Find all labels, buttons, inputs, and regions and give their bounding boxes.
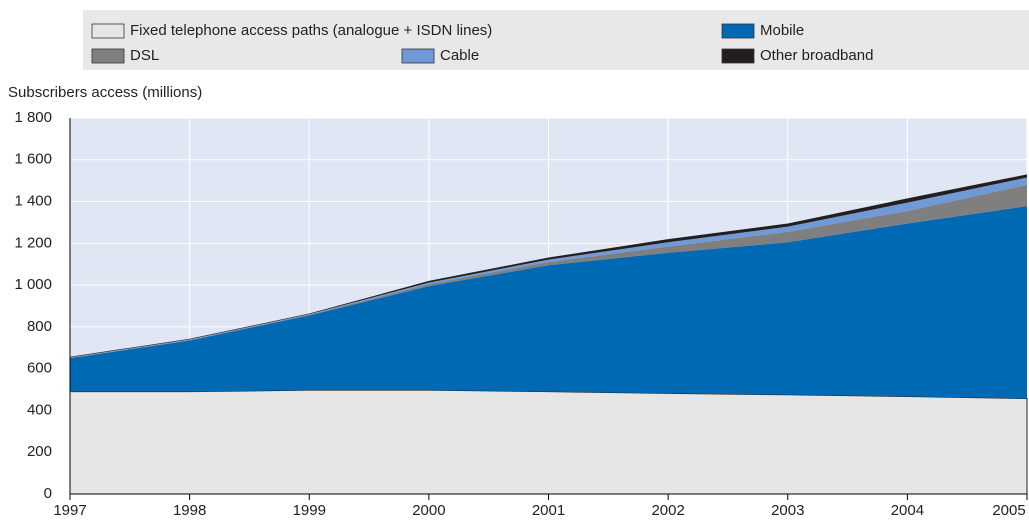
y-tick-label: 1 200: [14, 234, 52, 251]
y-tick-label: 0: [44, 485, 52, 502]
y-axis-label: Subscribers access (millions): [8, 84, 202, 101]
legend-label: Other broadband: [760, 47, 873, 64]
x-tick-label: 1998: [173, 502, 206, 519]
y-tick-label: 400: [27, 401, 52, 418]
legend-label: Cable: [440, 47, 479, 64]
area: [70, 184, 1027, 359]
legend-swatch: [721, 48, 755, 64]
y-tick-label: 1 400: [14, 193, 52, 210]
legend-swatch: [91, 23, 125, 39]
area: [69, 389, 1028, 495]
x-tick-label: 2004: [891, 502, 924, 519]
x-tick-label: 2003: [771, 502, 804, 519]
x-tick-label: 2002: [651, 502, 684, 519]
legend-box: [83, 10, 1029, 70]
y-tick-label: 1 000: [14, 276, 52, 293]
legend-swatch: [401, 48, 435, 64]
x-tick-label: 2001: [532, 502, 565, 519]
x-tick-label: 1997: [53, 502, 86, 519]
legend-label: Fixed telephone access paths (analogue +…: [130, 22, 492, 39]
legend-label: Mobile: [760, 22, 804, 39]
area: [70, 206, 1027, 399]
x-tick-label: 2000: [412, 502, 445, 519]
y-tick-label: 800: [27, 318, 52, 335]
legend-label: DSL: [130, 47, 159, 64]
y-tick-label: 600: [27, 360, 52, 377]
x-tick-label: 2005: [992, 502, 1025, 519]
y-tick-label: 1 600: [14, 151, 52, 168]
legend-swatch: [721, 23, 755, 39]
y-tick-label: 200: [27, 443, 52, 460]
legend-swatch: [91, 48, 125, 64]
x-tick-label: 1999: [293, 502, 326, 519]
y-tick-label: 1 800: [14, 109, 52, 126]
